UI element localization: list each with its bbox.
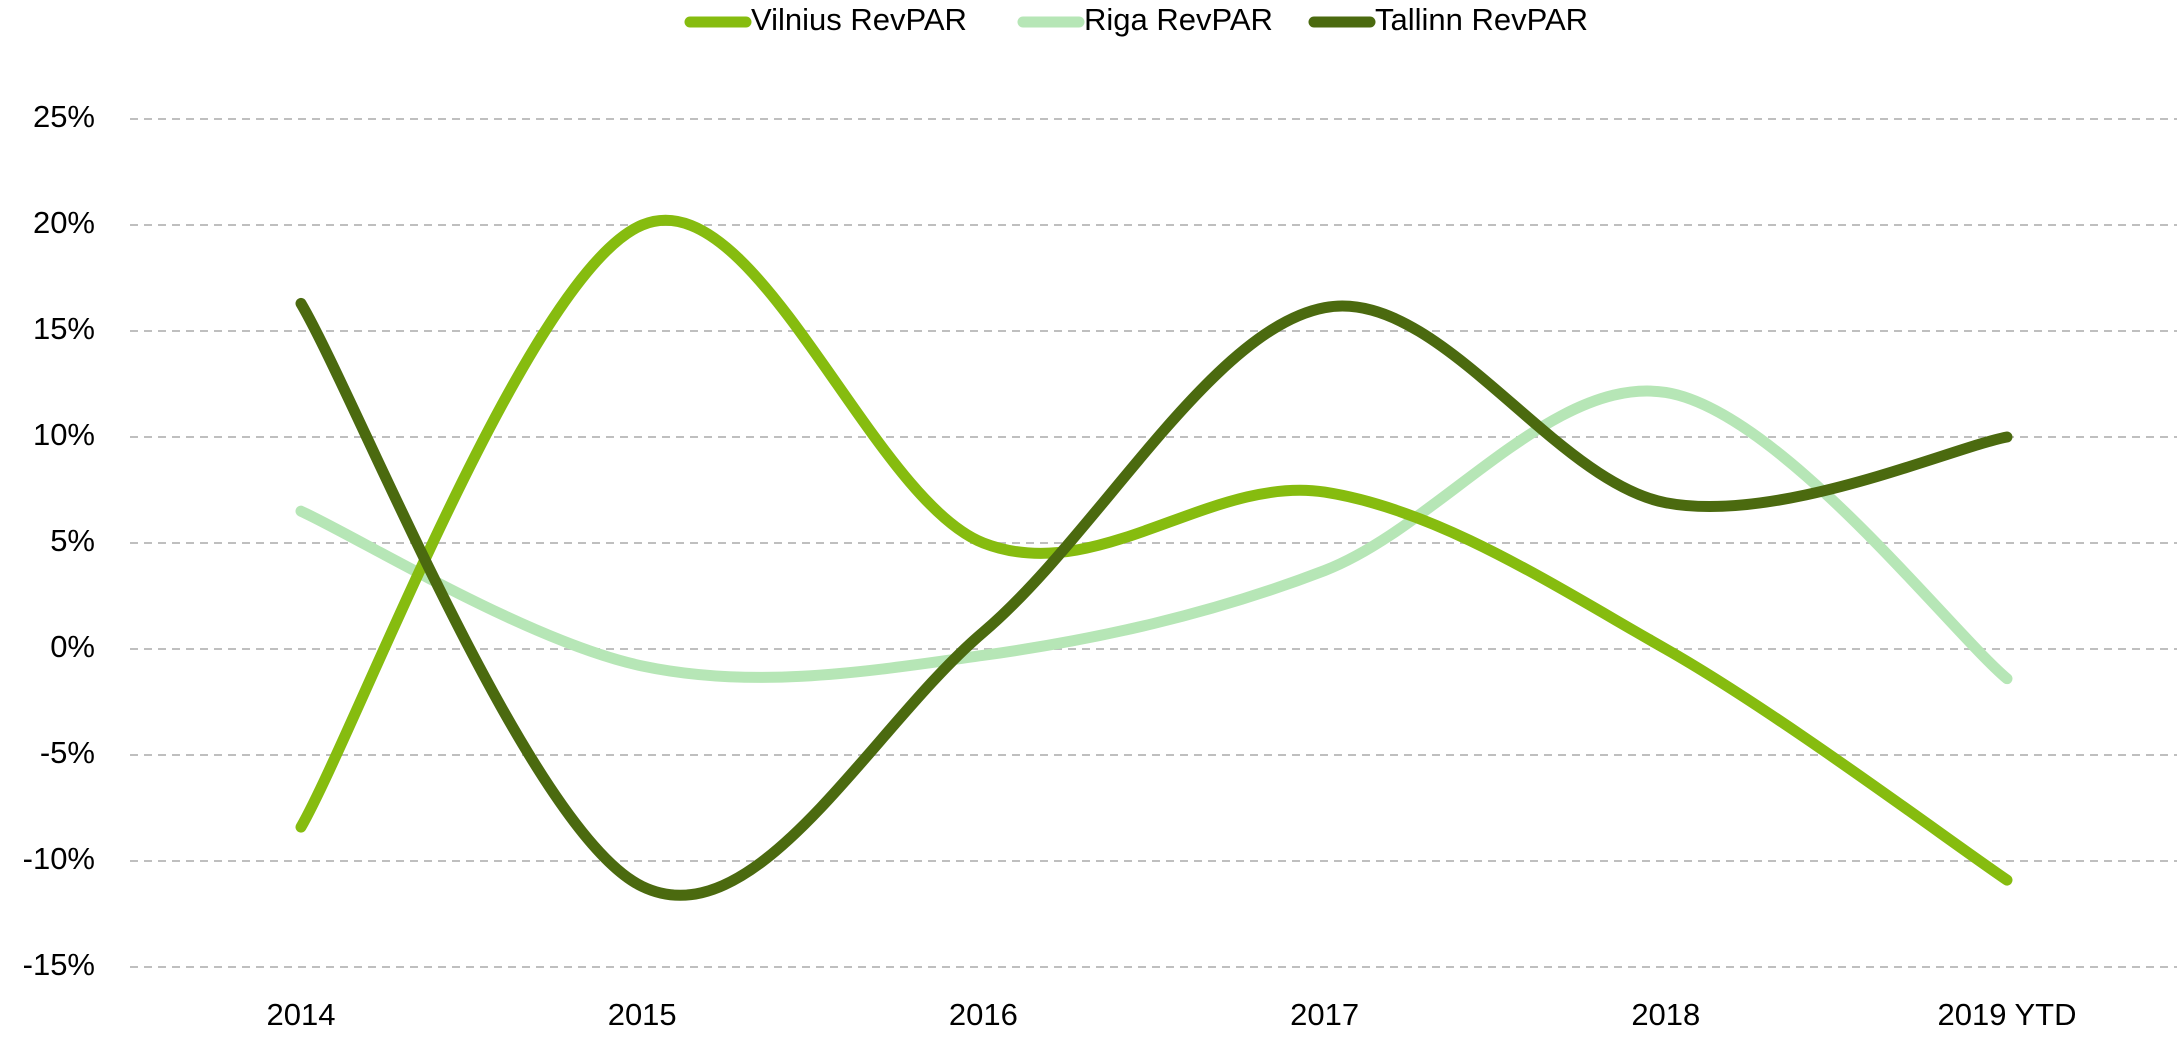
x-tick-label: 2015 bbox=[608, 997, 677, 1032]
y-tick-label: 25% bbox=[33, 99, 95, 134]
legend-label: Tallinn RevPAR bbox=[1375, 2, 1588, 37]
legend-label: Vilnius RevPAR bbox=[751, 2, 967, 37]
x-tick-label: 2017 bbox=[1290, 997, 1359, 1032]
x-tick-label: 2019 YTD bbox=[1937, 997, 2076, 1032]
y-tick-label: 20% bbox=[33, 205, 95, 240]
y-tick-label: 0% bbox=[50, 629, 95, 664]
legend-label: Riga RevPAR bbox=[1084, 2, 1273, 37]
y-tick-label: -10% bbox=[23, 841, 95, 876]
x-tick-label: 2014 bbox=[267, 997, 336, 1032]
y-tick-label: 10% bbox=[33, 417, 95, 452]
series-line bbox=[295, 214, 2013, 886]
y-tick-label: -5% bbox=[40, 735, 95, 770]
x-tick-label: 2018 bbox=[1631, 997, 1700, 1032]
series-line bbox=[295, 385, 2013, 685]
series-line bbox=[295, 297, 2013, 901]
y-tick-label: 5% bbox=[50, 523, 95, 558]
y-tick-label: -15% bbox=[23, 947, 95, 982]
x-tick-label: 2016 bbox=[949, 997, 1018, 1032]
y-tick-label: 15% bbox=[33, 311, 95, 346]
